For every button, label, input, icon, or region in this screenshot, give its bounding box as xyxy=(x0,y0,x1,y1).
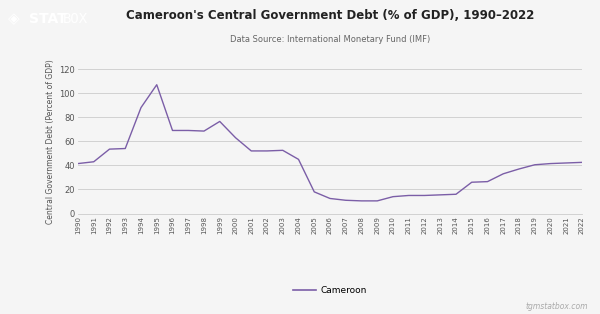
Text: ◈: ◈ xyxy=(8,11,20,26)
Y-axis label: Central Government Debt (Percent of GDP): Central Government Debt (Percent of GDP) xyxy=(46,59,55,224)
Text: BOX: BOX xyxy=(63,12,88,26)
Legend: Cameroon: Cameroon xyxy=(290,282,370,299)
Text: Cameroon's Central Government Debt (% of GDP), 1990–2022: Cameroon's Central Government Debt (% of… xyxy=(126,9,534,22)
Text: tgmstatbox.com: tgmstatbox.com xyxy=(526,302,588,311)
Text: STAT: STAT xyxy=(29,12,67,26)
Text: Data Source: International Monetary Fund (IMF): Data Source: International Monetary Fund… xyxy=(230,35,430,44)
